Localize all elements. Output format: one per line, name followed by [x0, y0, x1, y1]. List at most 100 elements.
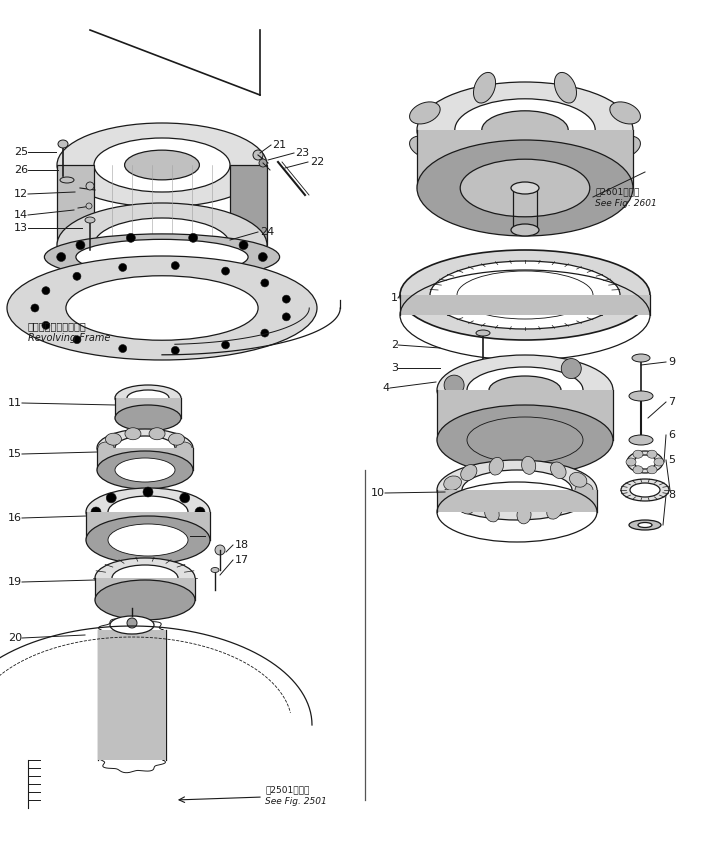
Ellipse shape [108, 496, 188, 528]
Ellipse shape [555, 73, 576, 103]
Polygon shape [86, 512, 210, 540]
Text: See Fig. 2601: See Fig. 2601 [595, 199, 657, 207]
Ellipse shape [149, 427, 165, 440]
Ellipse shape [627, 451, 663, 473]
Ellipse shape [567, 494, 585, 509]
Polygon shape [400, 295, 650, 315]
Circle shape [76, 241, 85, 250]
Circle shape [215, 545, 225, 555]
Ellipse shape [94, 218, 230, 272]
Ellipse shape [115, 405, 181, 431]
Ellipse shape [467, 367, 583, 413]
Ellipse shape [455, 99, 595, 161]
Ellipse shape [654, 458, 664, 466]
Text: 5: 5 [668, 455, 675, 465]
Ellipse shape [108, 524, 188, 556]
Polygon shape [97, 448, 193, 470]
Text: 14: 14 [14, 210, 28, 220]
Ellipse shape [484, 505, 499, 522]
Ellipse shape [127, 390, 169, 406]
Ellipse shape [57, 203, 267, 287]
Ellipse shape [629, 520, 661, 530]
Circle shape [143, 527, 153, 537]
Ellipse shape [95, 558, 195, 598]
Ellipse shape [437, 460, 597, 520]
Text: 7: 7 [668, 397, 675, 407]
Circle shape [86, 203, 92, 209]
Polygon shape [437, 490, 597, 512]
Ellipse shape [511, 182, 539, 194]
Circle shape [57, 252, 66, 262]
Ellipse shape [647, 450, 657, 458]
Circle shape [106, 521, 117, 531]
Ellipse shape [474, 73, 496, 103]
Circle shape [189, 233, 198, 243]
Circle shape [91, 507, 101, 517]
Ellipse shape [444, 476, 461, 490]
Ellipse shape [470, 363, 496, 373]
Ellipse shape [86, 516, 210, 564]
Circle shape [143, 487, 153, 497]
Ellipse shape [211, 568, 219, 572]
Circle shape [189, 271, 198, 281]
Ellipse shape [110, 616, 154, 634]
Ellipse shape [474, 157, 496, 187]
Ellipse shape [630, 483, 660, 497]
Ellipse shape [547, 502, 562, 519]
Circle shape [253, 150, 263, 160]
Ellipse shape [76, 239, 248, 275]
Ellipse shape [115, 385, 181, 411]
Ellipse shape [149, 456, 165, 468]
Ellipse shape [477, 366, 489, 370]
Ellipse shape [634, 455, 656, 469]
Circle shape [73, 336, 81, 343]
Ellipse shape [632, 354, 650, 362]
Circle shape [86, 182, 94, 190]
Ellipse shape [621, 479, 669, 501]
Text: Revolving Frame: Revolving Frame [28, 333, 110, 343]
Polygon shape [230, 165, 267, 245]
Ellipse shape [105, 451, 121, 463]
Circle shape [239, 264, 248, 273]
Ellipse shape [647, 466, 657, 473]
Ellipse shape [633, 466, 643, 473]
Ellipse shape [168, 451, 185, 463]
Text: 13: 13 [14, 223, 28, 233]
Ellipse shape [442, 488, 461, 502]
Text: 24: 24 [260, 227, 274, 237]
Text: 20: 20 [8, 633, 22, 643]
Circle shape [42, 322, 50, 329]
Text: 8: 8 [668, 490, 675, 500]
Ellipse shape [550, 462, 566, 479]
Circle shape [42, 287, 50, 295]
Polygon shape [437, 390, 613, 440]
Ellipse shape [555, 157, 576, 187]
Circle shape [258, 252, 267, 262]
Circle shape [171, 262, 179, 270]
Ellipse shape [125, 456, 141, 468]
Text: 第2501図参照: 第2501図参照 [265, 786, 310, 794]
Ellipse shape [105, 434, 121, 445]
Circle shape [282, 313, 291, 321]
Circle shape [259, 159, 267, 167]
Circle shape [195, 507, 205, 517]
Ellipse shape [7, 256, 317, 360]
Ellipse shape [94, 138, 230, 192]
Ellipse shape [575, 483, 593, 497]
Circle shape [261, 279, 269, 287]
Text: 17: 17 [235, 555, 249, 565]
Ellipse shape [417, 140, 633, 236]
Circle shape [106, 492, 117, 503]
Ellipse shape [409, 102, 440, 124]
Ellipse shape [633, 450, 643, 458]
Ellipse shape [44, 234, 279, 280]
Ellipse shape [610, 136, 640, 158]
Ellipse shape [629, 391, 653, 401]
Ellipse shape [176, 442, 192, 454]
Text: 15: 15 [8, 449, 22, 459]
Text: See Fig. 2501: See Fig. 2501 [265, 798, 326, 806]
Text: レボルビングフレーム: レボルビングフレーム [28, 321, 87, 331]
Text: 9: 9 [668, 357, 675, 367]
Circle shape [119, 344, 127, 353]
Circle shape [31, 304, 39, 312]
